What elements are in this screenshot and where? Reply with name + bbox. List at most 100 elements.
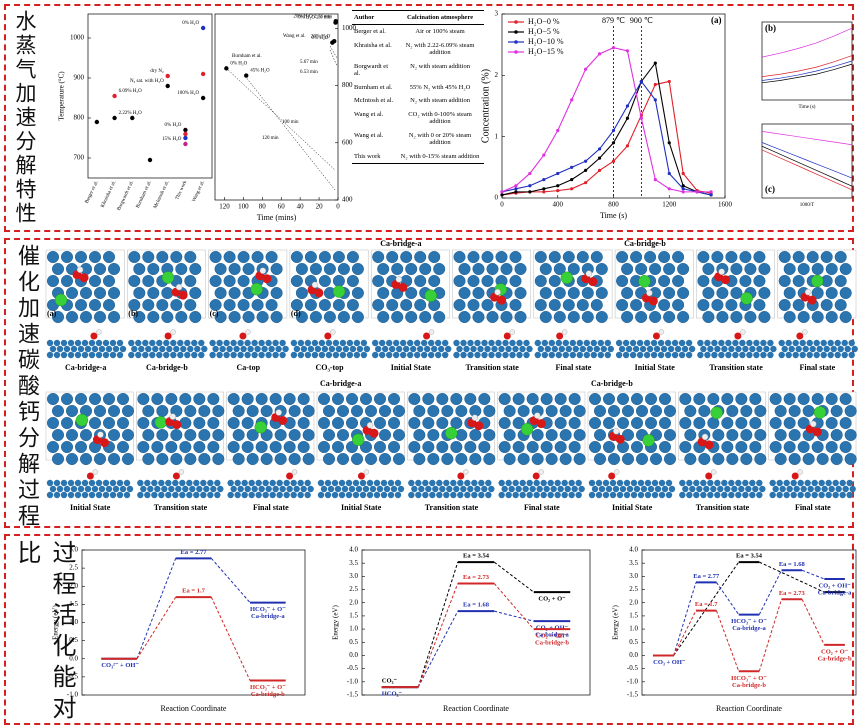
atom bbox=[137, 480, 143, 486]
atom bbox=[542, 340, 548, 346]
atom bbox=[89, 352, 95, 358]
scatter-point bbox=[166, 84, 170, 88]
atom bbox=[644, 251, 656, 263]
atom bbox=[554, 492, 560, 498]
atom bbox=[262, 492, 268, 498]
atom bbox=[168, 486, 174, 492]
atom bbox=[570, 340, 576, 346]
atom bbox=[247, 405, 259, 417]
y-tick-label: -0.5 bbox=[347, 664, 359, 672]
y-tick-label: -1.0 bbox=[347, 677, 359, 685]
atom bbox=[711, 340, 717, 346]
atom bbox=[811, 275, 823, 287]
atom bbox=[138, 441, 150, 453]
atom bbox=[154, 486, 160, 492]
connector bbox=[759, 599, 781, 671]
atom bbox=[405, 287, 417, 299]
x-tick-label: Borgwardt et al. bbox=[117, 180, 135, 211]
atom bbox=[171, 453, 183, 465]
structure-label: Transition state bbox=[465, 363, 519, 372]
atom bbox=[484, 405, 496, 417]
atom bbox=[577, 340, 583, 346]
atom bbox=[293, 486, 299, 492]
line-marker bbox=[682, 172, 685, 175]
y-tick-label: 3.5 bbox=[349, 559, 358, 567]
atom bbox=[735, 346, 741, 352]
atom bbox=[610, 480, 616, 486]
atom bbox=[94, 287, 106, 299]
y-axis-label: Energy (eV) bbox=[332, 605, 340, 640]
atom bbox=[556, 333, 563, 340]
atom bbox=[638, 492, 644, 498]
atom bbox=[208, 441, 220, 453]
atom bbox=[840, 441, 852, 453]
atom bbox=[727, 405, 739, 417]
plot-frame bbox=[82, 550, 305, 695]
line-marker bbox=[709, 193, 712, 196]
atom bbox=[103, 492, 109, 498]
atom bbox=[741, 429, 753, 441]
atom bbox=[255, 421, 267, 433]
legend-swatch bbox=[514, 20, 518, 24]
atom bbox=[410, 346, 416, 352]
energy-label: CO₂ + OH⁻ bbox=[818, 582, 851, 589]
atom bbox=[90, 333, 97, 340]
atom bbox=[782, 346, 788, 352]
atom bbox=[638, 275, 650, 287]
atom bbox=[526, 480, 532, 486]
atom bbox=[445, 346, 451, 352]
y-tick-label: 3.5 bbox=[629, 559, 638, 567]
atom bbox=[117, 441, 129, 453]
atom bbox=[442, 340, 448, 346]
atom bbox=[64, 486, 70, 492]
atom bbox=[94, 311, 106, 323]
atom bbox=[705, 440, 714, 449]
atom bbox=[467, 340, 473, 346]
x-tick-label: 0 bbox=[500, 201, 504, 209]
atom bbox=[332, 417, 344, 429]
atom bbox=[128, 340, 134, 346]
atom bbox=[826, 263, 838, 275]
atom bbox=[537, 419, 546, 428]
atom bbox=[268, 346, 274, 352]
atom bbox=[549, 340, 555, 346]
atom bbox=[194, 441, 206, 453]
atom bbox=[578, 486, 584, 492]
atom bbox=[631, 393, 643, 405]
atom bbox=[333, 275, 345, 287]
scatter-point bbox=[183, 128, 187, 132]
atom bbox=[61, 492, 67, 498]
atom bbox=[318, 417, 330, 429]
scatter-point bbox=[183, 136, 187, 140]
atom bbox=[793, 251, 805, 263]
atom bbox=[171, 299, 183, 311]
atom bbox=[516, 352, 522, 358]
atom bbox=[365, 453, 377, 465]
atom bbox=[727, 453, 739, 465]
atom bbox=[78, 486, 84, 492]
atom bbox=[134, 287, 146, 299]
atom bbox=[649, 263, 661, 275]
y-tick-label: 2.0 bbox=[69, 582, 78, 590]
atom bbox=[783, 480, 789, 486]
line-marker bbox=[556, 184, 559, 187]
atom bbox=[745, 311, 757, 323]
atom bbox=[496, 251, 508, 263]
atom bbox=[721, 275, 730, 284]
atom bbox=[80, 311, 92, 323]
atom bbox=[61, 275, 73, 287]
energy-label: CO₃²⁻ + OH⁻ bbox=[101, 662, 139, 669]
atom bbox=[513, 393, 525, 405]
atom bbox=[333, 251, 345, 263]
atom bbox=[601, 346, 607, 352]
series-line bbox=[502, 81, 711, 194]
atom bbox=[409, 417, 421, 429]
atom bbox=[162, 272, 174, 284]
atom bbox=[571, 486, 577, 492]
atom bbox=[347, 299, 359, 311]
atom bbox=[746, 352, 752, 358]
atom bbox=[846, 480, 852, 486]
atom bbox=[99, 346, 105, 352]
line-marker bbox=[500, 190, 503, 193]
atom bbox=[201, 346, 207, 352]
